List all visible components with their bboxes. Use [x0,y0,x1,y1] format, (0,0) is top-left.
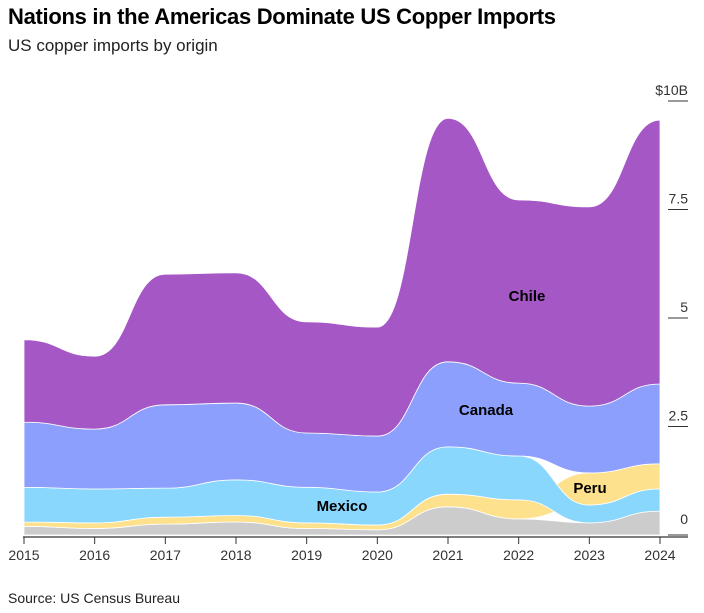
x-tick-label: 2022 [503,547,534,563]
x-tick-label: 2021 [432,547,463,563]
y-tick-label: $10B [655,82,688,98]
x-tick-label: 2018 [220,547,251,563]
y-tick-label: 2.5 [669,408,689,424]
x-tick-label: 2023 [574,547,605,563]
x-tick-label: 2019 [291,547,322,563]
area-chile [23,117,661,437]
y-tick-label: 0 [680,511,688,527]
x-tick-label: 2020 [362,547,393,563]
source-note: Source: US Census Bureau [8,590,180,606]
x-tick-label: 2016 [79,547,110,563]
series-label-canada: Canada [459,402,514,419]
y-tick-label: 5 [680,299,688,315]
y-tick-label: 7.5 [669,191,689,207]
chart-title: Nations in the Americas Dominate US Copp… [8,4,556,29]
x-tick-label: 2017 [150,547,181,563]
x-tick-label: 2015 [8,547,39,563]
chart-subtitle: US copper imports by origin [8,36,218,55]
series-label-chile: Chile [509,288,546,305]
x-tick-label: 2024 [644,547,675,563]
series-label-peru: Peru [573,480,606,497]
series-label-mexico: Mexico [317,498,368,515]
